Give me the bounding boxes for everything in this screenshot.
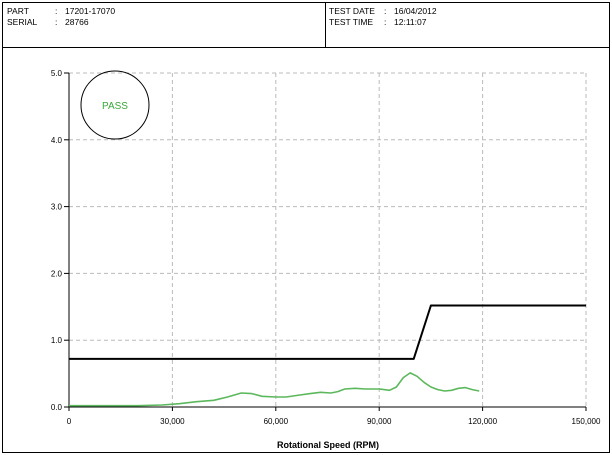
x-tick-label: 150,000 — [572, 417, 601, 426]
x-tick-label: 90,000 — [367, 417, 392, 426]
part-separator: : — [55, 6, 58, 16]
pass-status-text: PASS — [102, 101, 128, 112]
test-time-row: TEST TIME : 12:11:07 — [329, 17, 604, 28]
serial-separator: : — [55, 17, 58, 27]
y-tick-label: 4.0 — [51, 136, 63, 145]
grid-layer — [69, 72, 587, 407]
y-tick-label: 2.0 — [51, 269, 63, 278]
x-tick-label: 60,000 — [264, 417, 289, 426]
part-label: PART — [7, 6, 29, 16]
part-info: PART : 17201-17070 SERIAL : 28766 — [7, 6, 322, 50]
part-row: PART : 17201-17070 — [7, 6, 322, 17]
pass-circle — [80, 70, 150, 140]
y-tick-label: 3.0 — [51, 203, 63, 212]
header-divider — [325, 3, 326, 47]
y-tick-label: 0.0 — [51, 403, 63, 412]
x-tick-label: 0 — [67, 417, 72, 426]
limit-line — [69, 304, 586, 360]
test-time-value: 12:11:07 — [394, 17, 427, 27]
test-time-separator: : — [384, 17, 387, 27]
test-date-label: TEST DATE — [329, 6, 375, 16]
x-tick-label: 30,000 — [160, 417, 185, 426]
serial-value: 28766 — [65, 17, 89, 27]
y-tick-label: 1.0 — [51, 336, 63, 345]
series-layer — [69, 304, 586, 407]
report-header: PART : 17201-17070 SERIAL : 28766 TEST D… — [3, 3, 609, 48]
pass-indicator: PASS — [80, 70, 150, 140]
serial-label: SERIAL — [7, 17, 38, 27]
x-axis-label: Rotational Speed (RPM) — [277, 440, 379, 450]
x-tick-label: 120,000 — [468, 417, 497, 426]
test-date-row: TEST DATE : 16/04/2012 — [329, 6, 604, 17]
test-time-label: TEST TIME — [329, 17, 374, 27]
serial-row: SERIAL : 28766 — [7, 17, 322, 28]
measurement-line — [69, 372, 480, 407]
y-tick-label: 5.0 — [51, 69, 63, 78]
test-date-separator: : — [384, 6, 387, 16]
axis-layer: 0.0 1.0 2.0 3.0 4.0 5.0 0 30,000 60,000 90,000 120… — [51, 69, 601, 426]
part-value: 17201-17070 — [65, 6, 116, 16]
test-info: TEST DATE : 16/04/2012 TEST TIME : 12:11… — [329, 6, 604, 50]
test-date-value: 16/04/2012 — [394, 6, 437, 16]
